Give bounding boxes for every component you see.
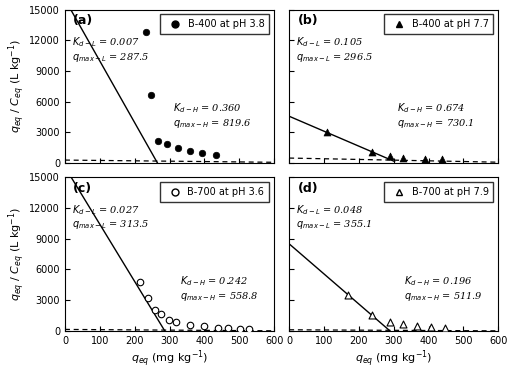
Y-axis label: $q_{eq}$ / $C_{eq}$ (L kg$^{-1}$): $q_{eq}$ / $C_{eq}$ (L kg$^{-1}$) [6,207,27,301]
Point [236,326,244,332]
Point [147,92,155,98]
Legend: B-700 at pH 3.6: B-700 at pH 3.6 [160,182,269,202]
Point [163,141,171,147]
Point [136,279,144,285]
Text: $K_{d-L}$ = 0.048
$q_{max-L}$ = 355.1: $K_{d-L}$ = 0.048 $q_{max-L}$ = 355.1 [296,203,372,231]
Point [186,322,194,328]
Point [212,152,220,158]
Point [186,148,194,154]
Point [421,156,429,162]
Legend: B-700 at pH 7.9: B-700 at pH 7.9 [384,182,494,202]
Point [368,312,376,318]
Point [154,138,163,144]
Text: $K_{d-H}$ = 0.196
$q_{max-H}$ = 511.9: $K_{d-H}$ = 0.196 $q_{max-H}$ = 511.9 [404,274,483,303]
Text: $K_{d-L}$ = 0.007
$q_{max-L}$ = 287.5: $K_{d-L}$ = 0.007 $q_{max-L}$ = 287.5 [72,35,149,64]
Point [385,319,393,325]
Point [213,324,222,330]
Point [165,316,173,322]
Point [386,153,394,159]
X-axis label: $q_{eq}$ (mg kg$^{-1}$): $q_{eq}$ (mg kg$^{-1}$) [131,348,208,369]
Y-axis label: $q_{eq}$ / $C_{eq}$ (L kg$^{-1}$): $q_{eq}$ / $C_{eq}$ (L kg$^{-1}$) [6,39,27,134]
Point [368,149,376,155]
Point [413,322,422,328]
Text: (d): (d) [298,182,318,195]
Point [245,326,253,332]
Point [172,319,180,325]
Point [399,321,407,327]
Legend: B-400 at pH 7.7: B-400 at pH 7.7 [384,14,494,34]
Point [323,129,331,135]
Point [144,294,152,300]
Text: (b): (b) [298,14,318,27]
Point [200,323,208,329]
Text: $K_{d-H}$ = 0.360
$q_{max-H}$ = 819.6: $K_{d-H}$ = 0.360 $q_{max-H}$ = 819.6 [173,102,252,130]
Point [441,325,449,331]
Text: $K_{d-L}$ = 0.105
$q_{max-L}$ = 296.5: $K_{d-L}$ = 0.105 $q_{max-L}$ = 296.5 [296,35,373,64]
Point [156,311,165,317]
Point [427,324,436,330]
Text: (c): (c) [73,182,92,195]
Point [173,145,182,151]
Text: $K_{d-H}$ = 0.242
$q_{max-H}$ = 558.8: $K_{d-H}$ = 0.242 $q_{max-H}$ = 558.8 [180,274,259,303]
Point [142,29,150,35]
Text: (a): (a) [73,14,93,27]
X-axis label: $q_{eq}$ (mg kg$^{-1}$): $q_{eq}$ (mg kg$^{-1}$) [355,348,432,369]
Point [438,156,446,162]
Point [198,150,206,156]
Point [151,308,159,314]
Point [344,292,352,298]
Legend: B-400 at pH 3.8: B-400 at pH 3.8 [161,14,269,34]
Point [224,325,232,331]
Text: $K_{d-H}$ = 0.674
$q_{max-H}$ = 730.1: $K_{d-H}$ = 0.674 $q_{max-H}$ = 730.1 [397,102,475,130]
Point [399,155,407,161]
Text: $K_{d-L}$ = 0.027
$q_{max-L}$ = 313.5: $K_{d-L}$ = 0.027 $q_{max-L}$ = 313.5 [72,203,149,231]
